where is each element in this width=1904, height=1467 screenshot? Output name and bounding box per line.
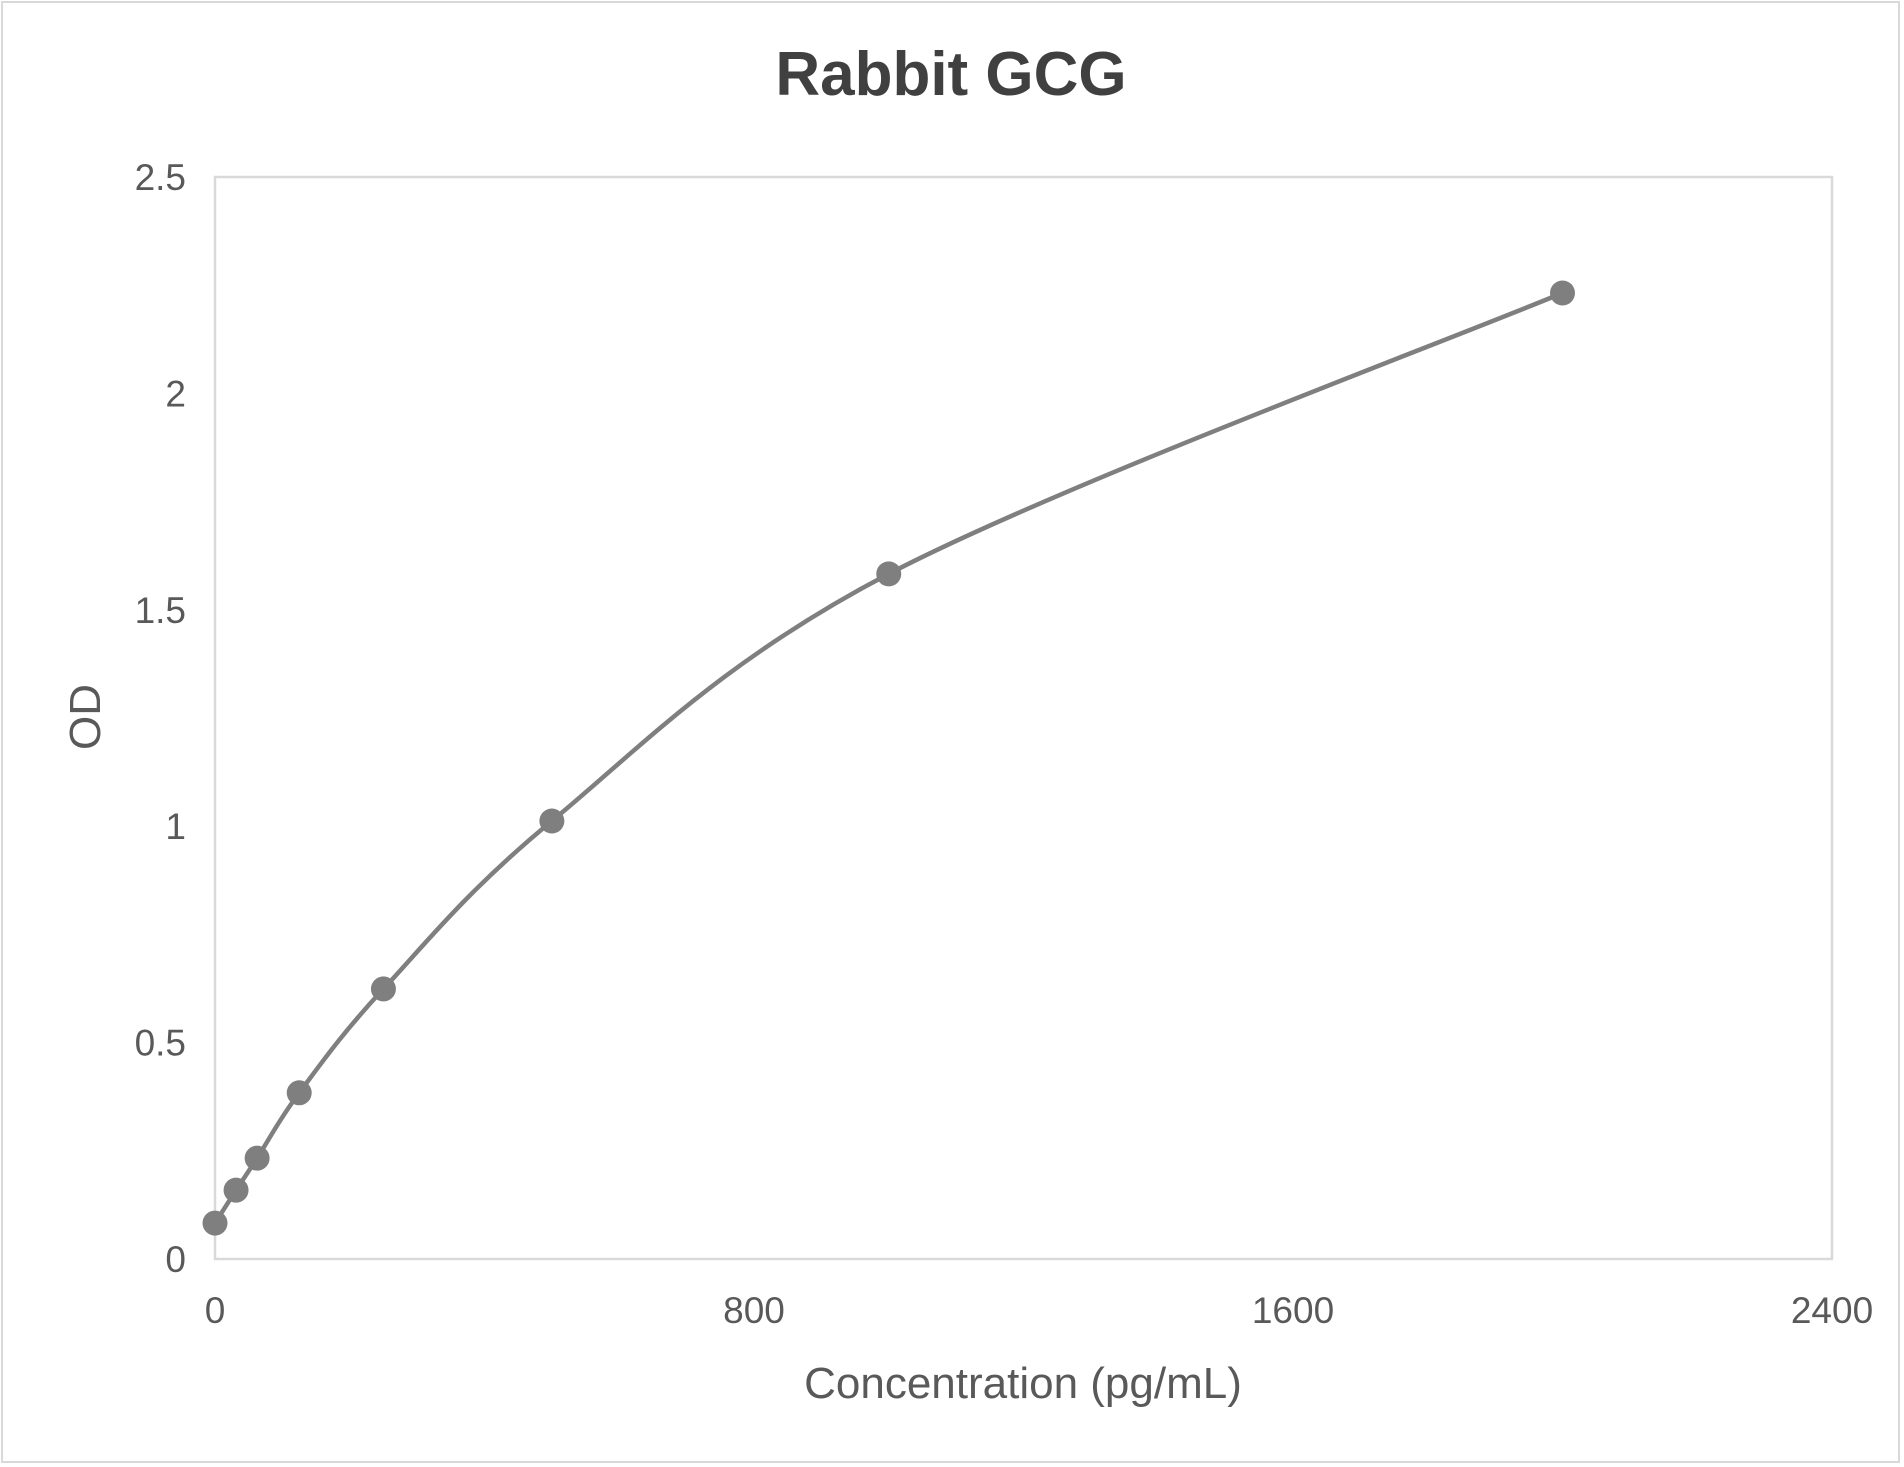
y-axis-title: OD (61, 684, 110, 750)
x-tick-label: 800 (723, 1290, 785, 1331)
y-tick-label: 1 (165, 806, 186, 847)
x-axis-title: Concentration (pg/mL) (804, 1359, 1242, 1408)
plot-area (213, 175, 1834, 1261)
data-point-marker (223, 1177, 249, 1203)
data-point-marker (539, 808, 565, 834)
data-point-marker (286, 1080, 312, 1106)
x-axis-tick-labels: 0 800 1600 2400 (205, 1290, 1873, 1331)
data-point-marker (370, 976, 396, 1002)
y-tick-label: 2 (165, 373, 186, 414)
y-tick-label: 1.5 (135, 590, 186, 631)
x-tick-label: 2400 (1791, 1290, 1873, 1331)
y-tick-label: 2.5 (135, 157, 186, 198)
standard-curve-line (213, 290, 1564, 1225)
data-points (202, 280, 1575, 1236)
data-point-marker (244, 1145, 270, 1171)
x-tick-label: 0 (205, 1290, 226, 1331)
x-tick-label: 1600 (1252, 1290, 1334, 1331)
y-axis-tick-labels: 0 0.5 1 1.5 2 2.5 (135, 157, 186, 1280)
data-point-marker (1550, 280, 1575, 306)
y-tick-label: 0.5 (135, 1023, 186, 1064)
y-tick-label: 0 (165, 1239, 186, 1280)
data-point-marker (202, 1210, 228, 1236)
data-point-marker (876, 561, 902, 587)
chart-title: Rabbit GCG (775, 40, 1126, 109)
